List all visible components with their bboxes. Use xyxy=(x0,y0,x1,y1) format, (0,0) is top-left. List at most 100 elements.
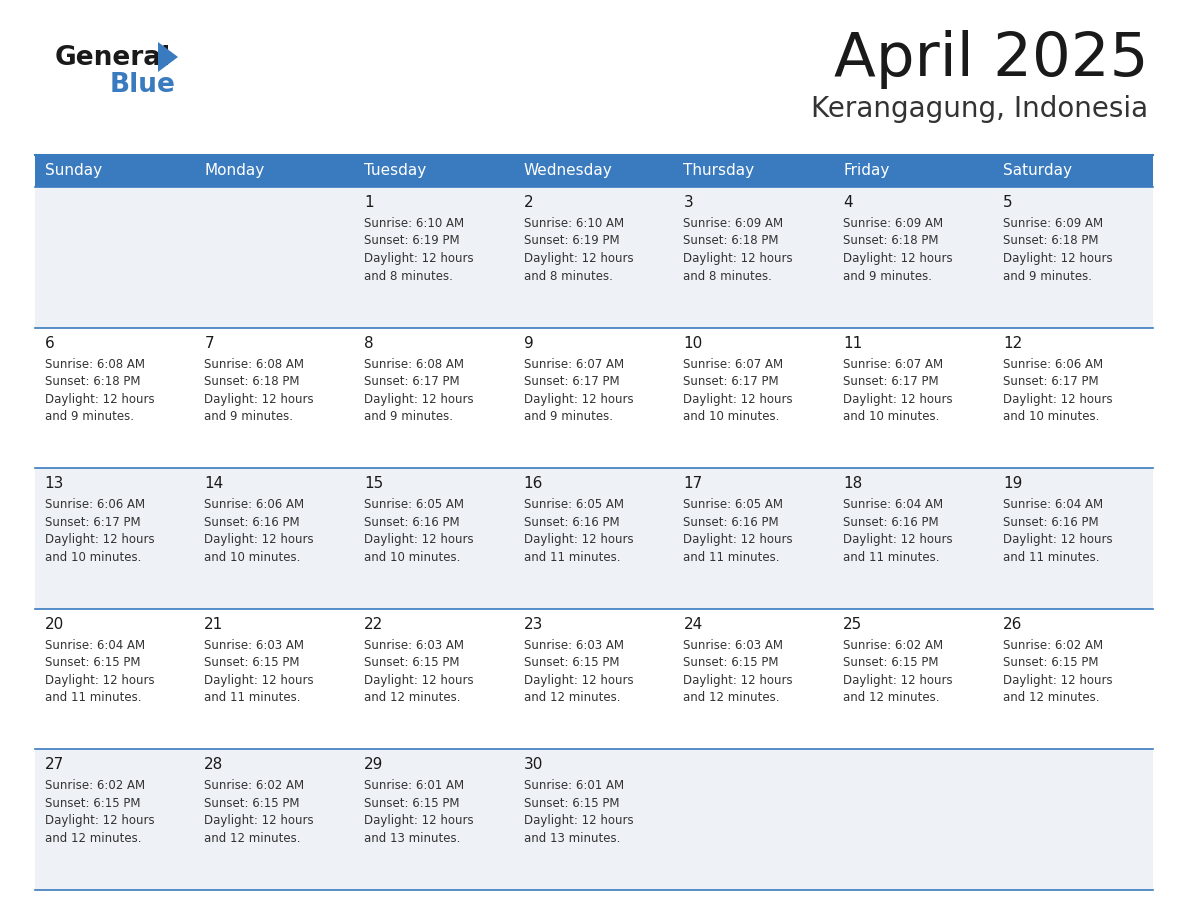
Text: and 11 minutes.: and 11 minutes. xyxy=(1003,551,1099,564)
Bar xyxy=(34,749,1154,890)
Text: Sunrise: 6:06 AM: Sunrise: 6:06 AM xyxy=(45,498,145,511)
Text: and 9 minutes.: and 9 minutes. xyxy=(524,410,613,423)
Text: Sunset: 6:18 PM: Sunset: 6:18 PM xyxy=(204,375,299,388)
Text: 26: 26 xyxy=(1003,617,1022,632)
Text: Sunrise: 6:05 AM: Sunrise: 6:05 AM xyxy=(683,498,783,511)
Text: and 12 minutes.: and 12 minutes. xyxy=(45,832,141,845)
Text: Sunset: 6:18 PM: Sunset: 6:18 PM xyxy=(45,375,140,388)
Text: Sunrise: 6:01 AM: Sunrise: 6:01 AM xyxy=(524,779,624,792)
Text: General: General xyxy=(55,45,171,71)
Text: Sunset: 6:15 PM: Sunset: 6:15 PM xyxy=(364,656,460,669)
Text: Sunrise: 6:02 AM: Sunrise: 6:02 AM xyxy=(204,779,304,792)
Text: Sunset: 6:19 PM: Sunset: 6:19 PM xyxy=(364,234,460,248)
Text: Sunset: 6:15 PM: Sunset: 6:15 PM xyxy=(45,656,140,669)
Text: Sunset: 6:18 PM: Sunset: 6:18 PM xyxy=(1003,234,1099,248)
Text: Daylight: 12 hours: Daylight: 12 hours xyxy=(204,674,314,687)
Text: 12: 12 xyxy=(1003,336,1022,351)
Text: 15: 15 xyxy=(364,476,384,491)
Text: Sunrise: 6:01 AM: Sunrise: 6:01 AM xyxy=(364,779,465,792)
Text: and 12 minutes.: and 12 minutes. xyxy=(524,691,620,704)
Bar xyxy=(34,187,1154,328)
Text: Sunrise: 6:03 AM: Sunrise: 6:03 AM xyxy=(683,639,783,652)
Text: Sunrise: 6:05 AM: Sunrise: 6:05 AM xyxy=(364,498,465,511)
Text: 30: 30 xyxy=(524,757,543,772)
Text: Daylight: 12 hours: Daylight: 12 hours xyxy=(1003,533,1112,546)
Text: 6: 6 xyxy=(45,336,55,351)
Text: Sunset: 6:15 PM: Sunset: 6:15 PM xyxy=(524,797,619,810)
Text: Sunrise: 6:02 AM: Sunrise: 6:02 AM xyxy=(843,639,943,652)
Text: Daylight: 12 hours: Daylight: 12 hours xyxy=(45,814,154,827)
Text: and 10 minutes.: and 10 minutes. xyxy=(683,410,779,423)
Bar xyxy=(993,155,1154,187)
Text: and 11 minutes.: and 11 minutes. xyxy=(683,551,781,564)
Text: Daylight: 12 hours: Daylight: 12 hours xyxy=(1003,393,1112,406)
Text: 21: 21 xyxy=(204,617,223,632)
Text: Sunrise: 6:03 AM: Sunrise: 6:03 AM xyxy=(364,639,465,652)
Text: 19: 19 xyxy=(1003,476,1022,491)
Text: Sunrise: 6:03 AM: Sunrise: 6:03 AM xyxy=(524,639,624,652)
Text: 18: 18 xyxy=(843,476,862,491)
Text: Daylight: 12 hours: Daylight: 12 hours xyxy=(364,674,474,687)
Text: Sunset: 6:16 PM: Sunset: 6:16 PM xyxy=(843,516,939,529)
Text: Sunset: 6:15 PM: Sunset: 6:15 PM xyxy=(683,656,779,669)
Text: and 9 minutes.: and 9 minutes. xyxy=(843,270,933,283)
Bar xyxy=(354,155,514,187)
Text: Sunrise: 6:09 AM: Sunrise: 6:09 AM xyxy=(683,217,784,230)
Text: Daylight: 12 hours: Daylight: 12 hours xyxy=(843,533,953,546)
Text: Sunset: 6:16 PM: Sunset: 6:16 PM xyxy=(1003,516,1099,529)
Text: Sunrise: 6:03 AM: Sunrise: 6:03 AM xyxy=(204,639,304,652)
Text: 3: 3 xyxy=(683,195,693,210)
Text: Daylight: 12 hours: Daylight: 12 hours xyxy=(45,533,154,546)
Text: 9: 9 xyxy=(524,336,533,351)
Text: Sunrise: 6:07 AM: Sunrise: 6:07 AM xyxy=(683,358,784,371)
Text: Sunset: 6:17 PM: Sunset: 6:17 PM xyxy=(683,375,779,388)
Text: Sunrise: 6:04 AM: Sunrise: 6:04 AM xyxy=(843,498,943,511)
Text: 29: 29 xyxy=(364,757,384,772)
Text: Sunrise: 6:09 AM: Sunrise: 6:09 AM xyxy=(1003,217,1102,230)
Text: Sunset: 6:16 PM: Sunset: 6:16 PM xyxy=(204,516,299,529)
Text: Sunset: 6:18 PM: Sunset: 6:18 PM xyxy=(683,234,779,248)
Text: Sunset: 6:17 PM: Sunset: 6:17 PM xyxy=(364,375,460,388)
Text: Daylight: 12 hours: Daylight: 12 hours xyxy=(204,533,314,546)
Text: Friday: Friday xyxy=(843,163,890,178)
Text: Sunrise: 6:02 AM: Sunrise: 6:02 AM xyxy=(1003,639,1102,652)
Text: Daylight: 12 hours: Daylight: 12 hours xyxy=(843,252,953,265)
Text: 4: 4 xyxy=(843,195,853,210)
Text: Sunset: 6:17 PM: Sunset: 6:17 PM xyxy=(45,516,140,529)
Text: Daylight: 12 hours: Daylight: 12 hours xyxy=(683,393,794,406)
Polygon shape xyxy=(158,42,178,72)
Text: Sunset: 6:15 PM: Sunset: 6:15 PM xyxy=(843,656,939,669)
Text: Sunset: 6:15 PM: Sunset: 6:15 PM xyxy=(45,797,140,810)
Text: and 12 minutes.: and 12 minutes. xyxy=(843,691,940,704)
Text: Sunset: 6:17 PM: Sunset: 6:17 PM xyxy=(843,375,939,388)
Text: Daylight: 12 hours: Daylight: 12 hours xyxy=(204,393,314,406)
Text: 13: 13 xyxy=(45,476,64,491)
Text: 28: 28 xyxy=(204,757,223,772)
Text: Sunrise: 6:08 AM: Sunrise: 6:08 AM xyxy=(364,358,465,371)
Text: Sunrise: 6:06 AM: Sunrise: 6:06 AM xyxy=(1003,358,1102,371)
Text: Sunrise: 6:04 AM: Sunrise: 6:04 AM xyxy=(45,639,145,652)
Bar xyxy=(674,155,834,187)
Bar xyxy=(834,155,993,187)
Text: Daylight: 12 hours: Daylight: 12 hours xyxy=(45,393,154,406)
Text: 14: 14 xyxy=(204,476,223,491)
Text: and 9 minutes.: and 9 minutes. xyxy=(45,410,133,423)
Text: Daylight: 12 hours: Daylight: 12 hours xyxy=(364,393,474,406)
Text: 17: 17 xyxy=(683,476,702,491)
Text: Daylight: 12 hours: Daylight: 12 hours xyxy=(364,533,474,546)
Text: 24: 24 xyxy=(683,617,702,632)
Text: 25: 25 xyxy=(843,617,862,632)
Text: Sunrise: 6:02 AM: Sunrise: 6:02 AM xyxy=(45,779,145,792)
Text: and 13 minutes.: and 13 minutes. xyxy=(364,832,461,845)
Text: Daylight: 12 hours: Daylight: 12 hours xyxy=(45,674,154,687)
Text: Sunrise: 6:07 AM: Sunrise: 6:07 AM xyxy=(843,358,943,371)
Text: Daylight: 12 hours: Daylight: 12 hours xyxy=(524,393,633,406)
Text: Sunset: 6:15 PM: Sunset: 6:15 PM xyxy=(204,797,299,810)
Text: 7: 7 xyxy=(204,336,214,351)
Bar xyxy=(34,328,1154,468)
Text: Daylight: 12 hours: Daylight: 12 hours xyxy=(843,674,953,687)
Text: and 12 minutes.: and 12 minutes. xyxy=(1003,691,1099,704)
Text: 22: 22 xyxy=(364,617,384,632)
Text: 5: 5 xyxy=(1003,195,1012,210)
Text: Sunrise: 6:10 AM: Sunrise: 6:10 AM xyxy=(364,217,465,230)
